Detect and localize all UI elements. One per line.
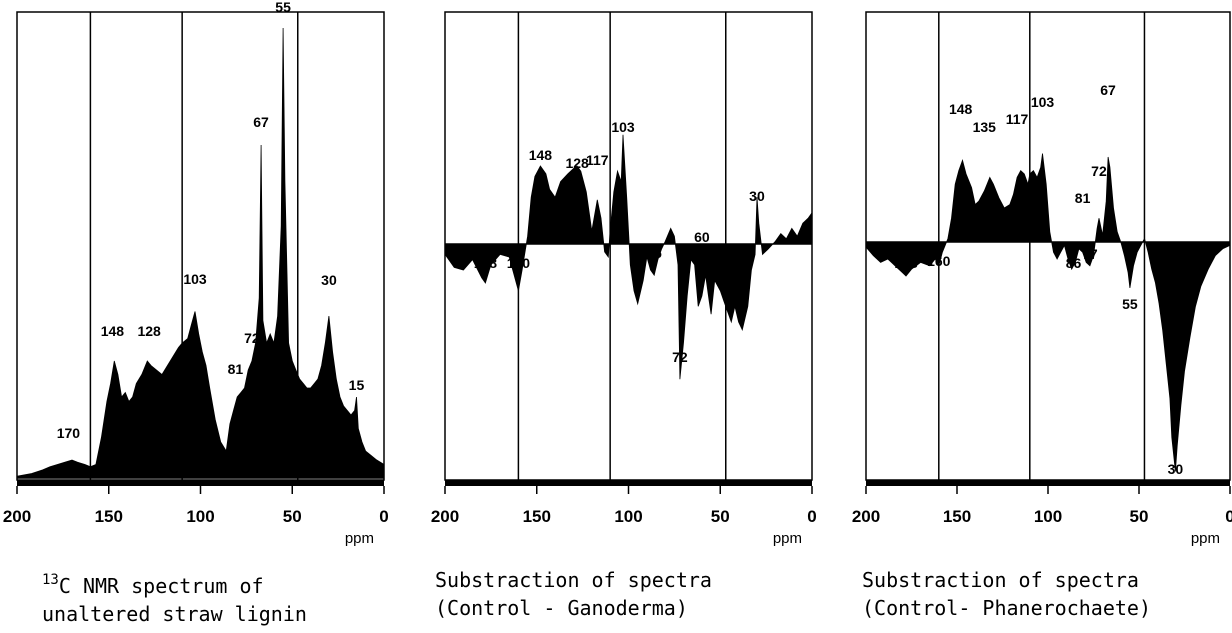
- peak-label: 55: [703, 247, 719, 263]
- peak-label: 117: [1006, 111, 1029, 127]
- caption-line-2: (Control- Phanerochaete): [862, 596, 1151, 620]
- peak-label: 67: [1100, 82, 1116, 98]
- caption-line-1: Substraction of spectra: [862, 568, 1139, 592]
- x-tick-label: 150: [95, 507, 123, 526]
- x-tick-label: 50: [1130, 507, 1149, 526]
- x-tick-label: 200: [852, 507, 880, 526]
- spectrum-area: [865, 153, 1231, 472]
- caption-panel-2: Substraction of spectra (Control - Ganod…: [435, 566, 712, 622]
- x-tick-label: 0: [807, 507, 816, 526]
- x-tick-label: 0: [379, 507, 388, 526]
- caption-line-2: unaltered straw lignin: [42, 602, 307, 626]
- peak-label: 160: [927, 253, 951, 269]
- x-axis-bar: [17, 480, 384, 486]
- peak-label: 170: [57, 425, 81, 441]
- caption-superscript: 13: [42, 572, 59, 588]
- caption-line-1: 13C NMR spectrum of: [42, 566, 307, 600]
- caption-line-1: Substraction of spectra: [435, 568, 712, 592]
- x-tick-label: 50: [283, 507, 302, 526]
- x-axis-label: ppm: [345, 530, 374, 547]
- peak-label: 148: [949, 101, 973, 117]
- caption-line-2: (Control - Ganoderma): [435, 596, 688, 620]
- x-tick-label: 0: [1225, 507, 1232, 526]
- peak-label: 103: [611, 119, 635, 135]
- peak-label: 128: [565, 155, 589, 171]
- peak-label: 55: [275, 0, 291, 15]
- x-tick-label: 150: [943, 507, 971, 526]
- peak-label: 72: [244, 330, 260, 346]
- peak-label: 30: [1168, 461, 1184, 477]
- peak-label: 135: [973, 119, 997, 135]
- peak-label: 178: [894, 255, 918, 271]
- peak-label: 86: [646, 245, 662, 261]
- peak-label: 148: [529, 147, 553, 163]
- spectrum-area: [444, 134, 813, 380]
- peak-label: 160: [507, 255, 531, 271]
- x-tick-label: 150: [523, 507, 551, 526]
- peak-label: 77: [1082, 246, 1098, 262]
- peak-label: 55: [1122, 296, 1138, 312]
- x-tick-label: 100: [614, 507, 642, 526]
- caption-panel-3: Substraction of spectra (Control- Phaner…: [862, 566, 1151, 622]
- caption-line-1-text: C NMR spectrum of: [58, 574, 264, 598]
- peak-label: 103: [1031, 94, 1055, 110]
- x-axis-label: ppm: [1191, 530, 1220, 547]
- peak-label: 72: [1091, 163, 1107, 179]
- spectrum-area: [16, 27, 385, 479]
- peak-label: 35: [740, 243, 756, 259]
- peak-label: 81: [228, 361, 244, 377]
- x-tick-label: 200: [431, 507, 459, 526]
- peak-label: 103: [183, 271, 207, 287]
- peak-label: 67: [253, 114, 269, 130]
- peak-label: 15: [349, 377, 365, 393]
- caption-panel-1: 13C NMR spectrum of unaltered straw lign…: [42, 566, 307, 628]
- peak-label: 30: [321, 272, 337, 288]
- peak-label: 60: [694, 229, 710, 245]
- peak-label: 117: [586, 152, 609, 168]
- peak-label: 72: [672, 349, 688, 365]
- peak-label: 128: [137, 323, 161, 339]
- peak-label: 86: [1066, 255, 1082, 271]
- peak-label: 148: [101, 323, 125, 339]
- peak-label: 81: [1075, 190, 1091, 206]
- x-axis-bar: [445, 480, 812, 486]
- x-tick-label: 100: [186, 507, 214, 526]
- x-axis-bar: [866, 480, 1230, 486]
- x-tick-label: 200: [3, 507, 31, 526]
- x-tick-label: 50: [711, 507, 730, 526]
- peak-label: 30: [749, 188, 765, 204]
- x-axis-label: ppm: [773, 530, 802, 547]
- peak-label: 178: [474, 255, 498, 271]
- x-tick-label: 100: [1034, 507, 1062, 526]
